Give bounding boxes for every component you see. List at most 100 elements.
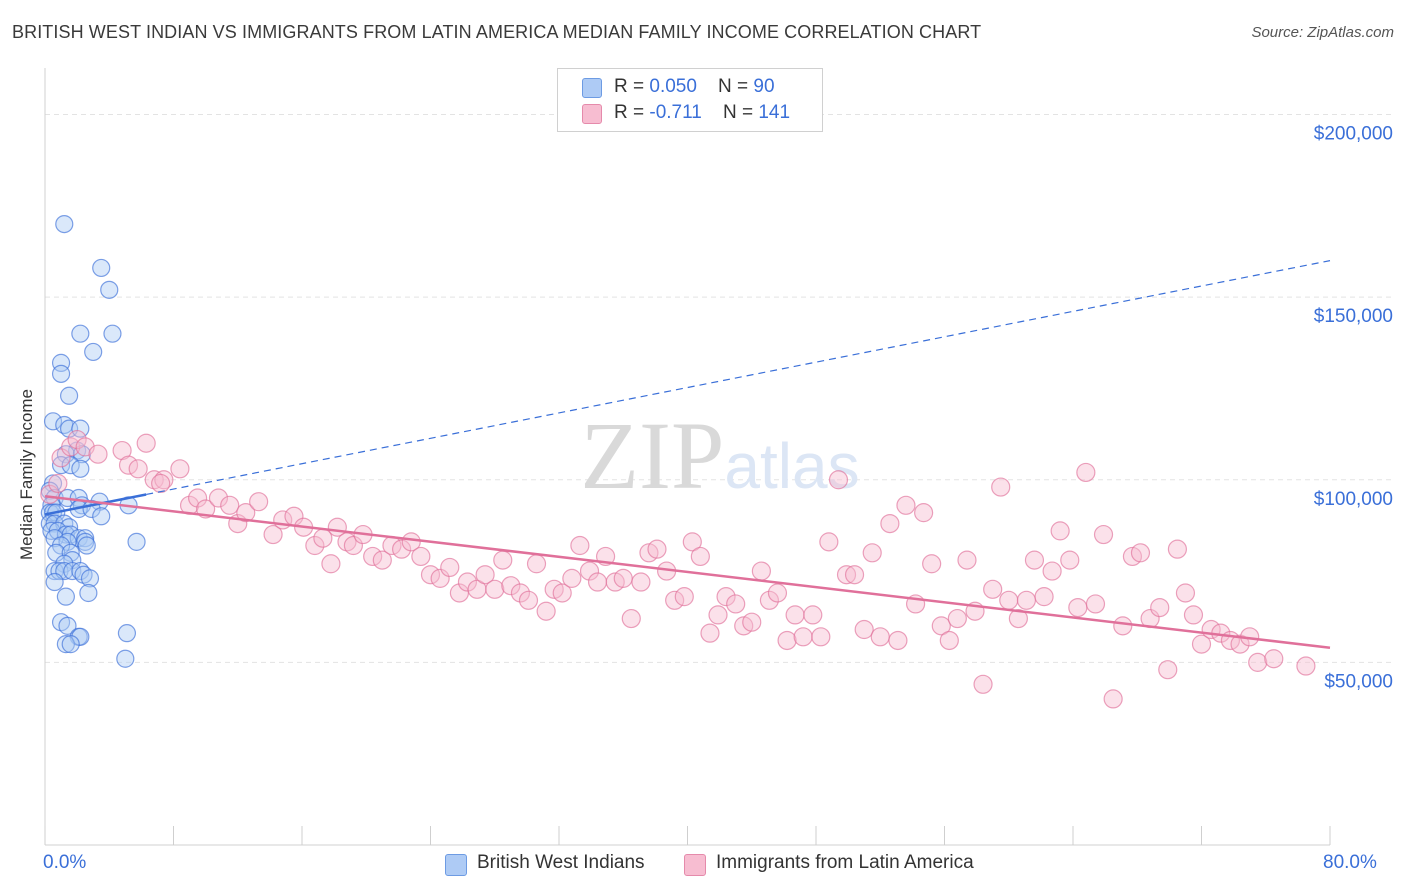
point-1-74 [716, 587, 736, 607]
point-1-86 [819, 532, 839, 552]
point-1-129 [1191, 634, 1212, 654]
point-0-16 [51, 456, 71, 475]
axes [44, 68, 1331, 846]
point-1-46 [475, 565, 495, 585]
stats-legend: R = 0.050 N = 90 R = -0.711 N = 141 [557, 68, 823, 132]
point-1-122 [1130, 543, 1151, 563]
point-1-90 [854, 619, 874, 640]
point-0-51 [61, 543, 80, 562]
point-0-1 [92, 258, 111, 278]
point-1-110 [1024, 550, 1045, 570]
point-1-50 [510, 583, 531, 603]
trend-line-blue-dashed [146, 260, 1331, 496]
point-0-17 [61, 456, 80, 475]
point-1-99 [931, 616, 951, 636]
point-0-63 [79, 583, 98, 603]
point-1-0 [40, 484, 60, 504]
point-0-0 [55, 214, 74, 234]
point-1-77 [742, 612, 762, 632]
point-1-128 [1183, 605, 1204, 625]
x-tick-label-min: 0.0% [43, 852, 87, 873]
point-0-60 [80, 569, 100, 588]
y-axis-label: Median Family Income [17, 388, 36, 560]
point-1-115 [1068, 597, 1088, 618]
point-1-107 [999, 590, 1019, 610]
point-1-94 [888, 630, 908, 651]
trend-line-blue-solid [44, 493, 147, 516]
legend-swatch-pink [582, 104, 602, 124]
point-0-61 [45, 572, 64, 592]
legend-n-value-blue: 90 [753, 76, 775, 97]
point-0-69 [56, 635, 75, 654]
point-1-12 [154, 470, 174, 490]
point-1-53 [536, 601, 556, 621]
point-1-55 [552, 583, 572, 603]
point-1-23 [263, 524, 283, 545]
point-1-125 [1158, 660, 1178, 680]
bottom-legend-swatch-blue [445, 854, 467, 876]
legend-n-label-blue: N = [718, 76, 754, 97]
point-1-13 [170, 459, 190, 479]
point-1-48 [493, 550, 513, 570]
point-0-68 [71, 627, 90, 646]
point-1-4 [67, 429, 87, 450]
point-1-63 [621, 608, 641, 629]
legend-swatch-blue [582, 78, 602, 98]
point-1-82 [785, 605, 805, 625]
point-0-7 [51, 364, 71, 383]
grid-lines [45, 114, 1395, 663]
point-1-88 [836, 565, 857, 585]
point-1-42 [440, 557, 460, 578]
point-0-65 [58, 616, 77, 635]
point-1-133 [1230, 634, 1250, 654]
point-1-75 [726, 594, 746, 614]
point-1-62 [613, 568, 633, 588]
point-1-37 [391, 539, 412, 559]
point-0-33 [92, 507, 111, 526]
y-tick-labels: $50,000 $100,000 $150,000 $200,000 [1314, 124, 1393, 693]
bottom-legend-swatch-pink [684, 854, 706, 876]
point-1-100 [939, 630, 959, 651]
point-0-2 [100, 280, 119, 299]
point-1-70 [682, 532, 702, 552]
point-1-72 [700, 623, 720, 643]
point-1-34 [363, 546, 383, 567]
point-0-18 [71, 459, 90, 478]
point-1-102 [957, 550, 977, 570]
point-1-87 [828, 470, 849, 490]
point-1-109 [1016, 590, 1037, 610]
point-1-51 [518, 590, 539, 610]
point-1-29 [321, 554, 341, 574]
point-0-66 [117, 624, 137, 643]
point-0-47 [127, 532, 146, 551]
bottom-legend-label-pink: Immigrants from Latin America [716, 852, 974, 873]
point-1-58 [579, 561, 600, 581]
point-1-18 [208, 488, 229, 508]
point-1-112 [1042, 561, 1062, 581]
point-1-39 [411, 546, 431, 567]
point-1-6 [88, 444, 108, 464]
point-1-73 [708, 605, 728, 625]
point-0-3 [103, 324, 122, 343]
point-1-95 [896, 495, 916, 515]
point-1-16 [187, 488, 208, 508]
trend-line-pink [44, 494, 1331, 650]
point-0-49 [77, 536, 96, 555]
point-1-9 [128, 459, 148, 479]
point-1-104 [973, 674, 993, 694]
point-1-111 [1034, 587, 1054, 607]
point-1-57 [570, 535, 590, 556]
legend-r-value-blue: 0.050 [649, 76, 697, 97]
point-1-2 [51, 448, 71, 468]
point-1-124 [1150, 597, 1170, 618]
legend-r-label-blue: R = [614, 76, 650, 97]
point-1-64 [631, 572, 651, 592]
legend-r-label-pink: R = [614, 102, 650, 123]
point-0-55 [50, 561, 69, 581]
point-1-35 [372, 550, 392, 570]
point-1-80 [767, 583, 788, 603]
point-1-38 [401, 532, 421, 552]
series-british-west-indians [40, 214, 146, 668]
point-1-52 [526, 554, 547, 574]
point-1-71 [690, 546, 710, 567]
